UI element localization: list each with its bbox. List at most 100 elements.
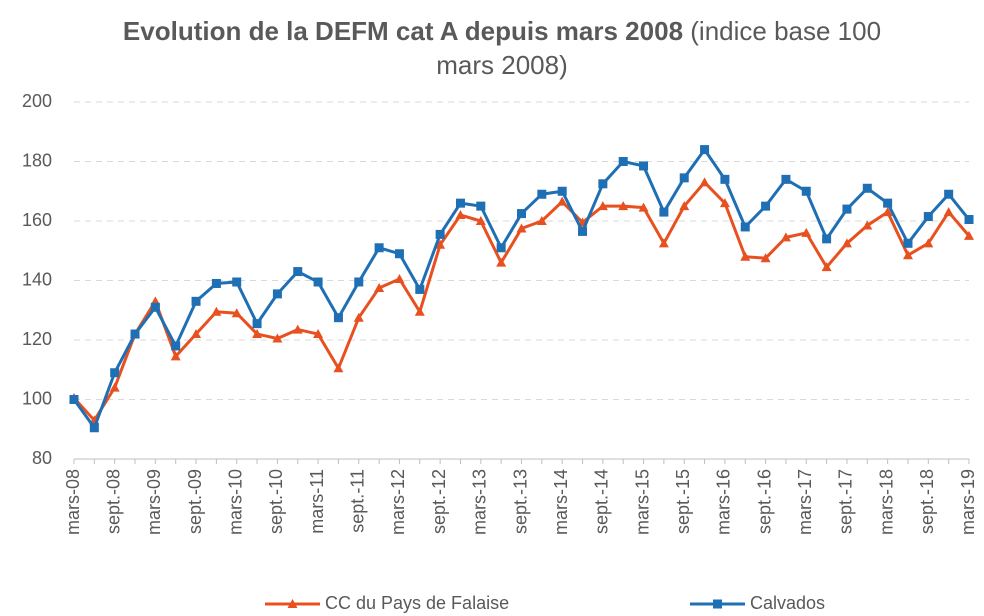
point — [517, 209, 526, 219]
point — [333, 363, 344, 373]
point — [679, 201, 690, 211]
point — [415, 284, 425, 294]
point — [944, 189, 954, 199]
point — [170, 351, 181, 361]
point — [740, 251, 751, 261]
point — [903, 238, 913, 248]
x-tick-label: mars-08 — [63, 469, 83, 535]
point — [699, 177, 710, 187]
point — [658, 238, 669, 248]
point — [923, 238, 934, 248]
subtitle: (indice base 100 mars 2008) — [436, 16, 882, 80]
point — [597, 201, 608, 211]
point — [822, 234, 832, 244]
x-tick-label: sept.-12 — [429, 469, 449, 534]
point — [69, 395, 79, 404]
point — [109, 382, 120, 392]
point — [679, 173, 689, 183]
series — [69, 145, 974, 609]
point — [943, 207, 954, 217]
point — [842, 204, 852, 214]
x-tick-label: mars-11 — [307, 469, 327, 534]
x-tick-label: mars-14 — [551, 469, 571, 535]
x-tick-label: mars-15 — [632, 469, 652, 535]
point — [252, 329, 263, 339]
point — [883, 198, 893, 208]
point — [923, 212, 933, 222]
point — [841, 238, 852, 248]
point — [475, 216, 486, 225]
x-tick-label: sept.-09 — [185, 469, 205, 534]
point — [374, 282, 385, 292]
point — [130, 329, 140, 339]
point — [231, 308, 242, 318]
point — [496, 257, 507, 267]
point — [394, 249, 404, 259]
point — [618, 201, 629, 211]
point — [252, 319, 262, 329]
x-tick-label: mars-13 — [470, 469, 490, 535]
point — [557, 196, 568, 206]
point — [964, 230, 974, 240]
point — [171, 341, 181, 351]
x-tick-label: sept.-11 — [348, 469, 368, 533]
point — [720, 174, 730, 184]
point — [292, 324, 303, 334]
x-tick-label: mars-12 — [388, 469, 408, 535]
point — [313, 277, 323, 287]
point — [781, 174, 791, 184]
point — [232, 277, 242, 287]
point — [902, 250, 913, 260]
point — [353, 312, 364, 322]
point — [394, 274, 405, 284]
point — [638, 202, 649, 212]
point — [191, 296, 201, 306]
point — [516, 223, 527, 233]
point — [89, 423, 99, 433]
point — [414, 306, 425, 316]
point — [740, 222, 750, 232]
point — [333, 313, 343, 323]
point — [191, 329, 202, 339]
title: Evolution de la DEFM cat A depuis mars 2… — [122, 16, 684, 46]
point — [211, 278, 221, 288]
point — [557, 186, 567, 196]
point — [659, 207, 669, 217]
point — [455, 198, 465, 208]
x-tick-label: mars-09 — [144, 469, 164, 535]
point — [272, 333, 283, 343]
y-tick-label: 120 — [22, 329, 52, 349]
point — [272, 289, 282, 299]
y-tick-label: 200 — [22, 91, 52, 111]
x-tick-label: sept.-08 — [103, 469, 123, 534]
point — [618, 157, 628, 166]
x-tick-label: mars-19 — [958, 469, 978, 535]
y-tick-label: 80 — [32, 448, 52, 468]
point — [639, 161, 649, 171]
point — [537, 189, 547, 199]
point — [293, 267, 303, 277]
legend-label: CC du Pays de Falaise — [325, 593, 509, 613]
point — [476, 201, 486, 211]
point — [435, 229, 445, 239]
series — [69, 177, 974, 608]
point — [536, 216, 547, 225]
x-tick-label: sept.-18 — [917, 469, 937, 534]
point — [862, 220, 873, 230]
point — [110, 368, 120, 378]
x-tick-label: mars-10 — [225, 469, 245, 535]
point — [882, 207, 893, 217]
point — [801, 227, 812, 237]
y-tick-label: 160 — [22, 210, 52, 230]
point — [700, 145, 710, 155]
point — [150, 302, 160, 312]
x-tick-label: mars-17 — [795, 469, 815, 535]
y-tick-label: 180 — [22, 150, 52, 170]
x-tick-label: sept.-10 — [266, 469, 286, 534]
x-tick-label: mars-16 — [714, 469, 734, 535]
y-tick-label: 140 — [22, 269, 52, 289]
legend-label: Calvados — [750, 593, 825, 613]
x-tick-label: sept.-17 — [836, 469, 856, 534]
